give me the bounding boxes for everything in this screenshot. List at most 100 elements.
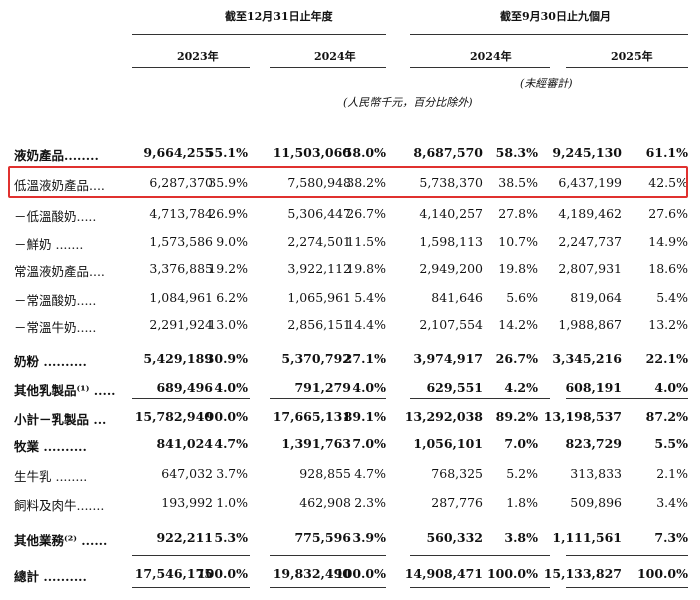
col-year-4: 2025年 [611, 50, 653, 63]
amount-cell: 775,596 [294, 530, 351, 545]
amount-cell: 1,391,763 [281, 436, 351, 451]
row-label: －鮮奶 ....... [14, 237, 84, 252]
percent-cell: 4.0% [352, 380, 386, 395]
subtotal-rule [270, 398, 386, 399]
percent-cell: 5.4% [656, 290, 688, 305]
amount-cell: 3,922,112 [287, 261, 351, 276]
percent-cell: 26.7% [495, 351, 538, 366]
table-row: 小計－乳製品 ... 15,782,940 90.0% 17,665,131 89.1%… [0, 405, 700, 429]
amount-cell: 17,665,131 [272, 409, 351, 424]
percent-cell: 18.6% [648, 261, 688, 276]
percent-cell: 14.4% [346, 317, 386, 332]
unaudited-note: (未經審計) [520, 77, 573, 90]
percent-cell: 89.1% [343, 409, 386, 424]
amount-cell: 15,133,827 [543, 566, 622, 581]
amount-cell: 11,503,060 [272, 145, 351, 160]
percent-cell: 4.0% [654, 380, 688, 395]
percent-cell: 35.9% [208, 175, 248, 190]
subtotal-rule [566, 398, 688, 399]
amount-cell: 9,245,130 [552, 145, 622, 160]
amount-cell: 5,429,189 [143, 351, 213, 366]
percent-cell: 7.0% [352, 436, 386, 451]
percent-cell: 90.0% [205, 409, 248, 424]
amount-cell: 14,908,471 [404, 566, 483, 581]
amount-cell: 17,546,175 [134, 566, 213, 581]
percent-cell: 13.0% [208, 317, 248, 332]
amount-cell: 3,974,917 [413, 351, 483, 366]
amount-cell: 928,855 [299, 466, 351, 481]
table-row: －鮮奶 ....... 1,573,586 9.0% 2,274,501 11.5% 1,… [0, 230, 700, 254]
col-year-1: 2023年 [177, 50, 219, 63]
percent-cell: 100.0% [196, 566, 248, 581]
amount-cell: 6,287,370 [149, 175, 213, 190]
percent-cell: 3.7% [216, 466, 248, 481]
amount-cell: 647,032 [161, 466, 213, 481]
amount-cell: 2,949,200 [419, 261, 483, 276]
percent-cell: 5.6% [506, 290, 538, 305]
amount-cell: 193,992 [161, 495, 213, 510]
amount-cell: 841,646 [431, 290, 483, 305]
amount-cell: 5,306,447 [287, 206, 351, 221]
percent-cell: 7.3% [654, 530, 688, 545]
percent-cell: 1.8% [506, 495, 538, 510]
row-label: 常溫液奶產品.... [14, 264, 105, 279]
percent-cell: 9.0% [216, 234, 248, 249]
total-rule-top [270, 555, 386, 556]
table-row: 生牛乳 ........ 647,032 3.7% 928,855 4.7% 768,32… [0, 462, 700, 486]
amount-cell: 4,189,462 [558, 206, 622, 221]
percent-cell: 100.0% [486, 566, 538, 581]
percent-cell: 19.8% [346, 261, 386, 276]
percent-cell: 3.4% [656, 495, 688, 510]
table-row: －常溫酸奶..... 1,084,961 6.2% 1,065,961 5.4% 841,… [0, 286, 700, 310]
row-label: 液奶產品........ [14, 148, 99, 163]
row-label: 飼料及肉牛....... [14, 498, 105, 513]
subtotal-rule [410, 398, 550, 399]
table-row: 飼料及肉牛....... 193,992 1.0% 462,908 2.3% 287,77… [0, 491, 700, 515]
amount-cell: 819,064 [570, 290, 622, 305]
total-rule-top [566, 555, 688, 556]
amount-cell: 3,345,216 [552, 351, 622, 366]
percent-cell: 61.1% [645, 145, 688, 160]
units-note: (人民幣千元，百分比除外) [343, 96, 473, 109]
row-label: 生牛乳 ........ [14, 469, 88, 484]
amount-cell: 2,291,924 [149, 317, 213, 332]
percent-cell: 27.1% [343, 351, 386, 366]
amount-cell: 2,247,737 [558, 234, 622, 249]
amount-cell: 3,376,885 [149, 261, 213, 276]
amount-cell: 8,687,570 [413, 145, 483, 160]
row-label: 小計－乳製品 ... [14, 412, 107, 427]
subtotal-rule [132, 398, 250, 399]
percent-cell: 14.9% [648, 234, 688, 249]
amount-cell: 1,056,101 [413, 436, 483, 451]
percent-cell: 19.8% [498, 261, 538, 276]
amount-cell: 629,551 [426, 380, 483, 395]
percent-cell: 38.2% [346, 175, 386, 190]
amount-cell: 1,065,961 [287, 290, 351, 305]
row-label: 其他乳製品⁽¹⁾ ..... [14, 383, 116, 398]
amount-cell: 462,908 [299, 495, 351, 510]
amount-cell: 841,024 [156, 436, 213, 451]
percent-cell: 11.5% [346, 234, 386, 249]
amount-cell: 1,598,113 [419, 234, 483, 249]
amount-cell: 689,496 [156, 380, 213, 395]
amount-cell: 823,729 [565, 436, 622, 451]
percent-cell: 5.2% [506, 466, 538, 481]
table-row: 液奶產品........ 9,664,255 55.1% 11,503,060 58.0… [0, 141, 700, 165]
amount-cell: 2,274,501 [287, 234, 351, 249]
percent-cell: 27.6% [648, 206, 688, 221]
amount-cell: 19,832,490 [272, 566, 351, 581]
total-rule-bottom [566, 587, 688, 588]
percent-cell: 58.0% [343, 145, 386, 160]
percent-cell: 6.2% [216, 290, 248, 305]
percent-cell: 19.2% [208, 261, 248, 276]
percent-cell: 5.5% [654, 436, 688, 451]
amount-cell: 9,664,255 [143, 145, 213, 160]
percent-cell: 13.2% [648, 317, 688, 332]
row-label: －常溫牛奶..... [14, 320, 97, 335]
percent-cell: 5.3% [214, 530, 248, 545]
row-label: 低溫液奶產品.... [14, 178, 105, 193]
table-row: 低溫液奶產品.... 6,287,370 35.9% 7,580,948 38.2% 5,… [0, 171, 700, 195]
amount-cell: 15,782,940 [134, 409, 213, 424]
row-label: 牧業 .......... [14, 439, 87, 454]
percent-cell: 55.1% [205, 145, 248, 160]
